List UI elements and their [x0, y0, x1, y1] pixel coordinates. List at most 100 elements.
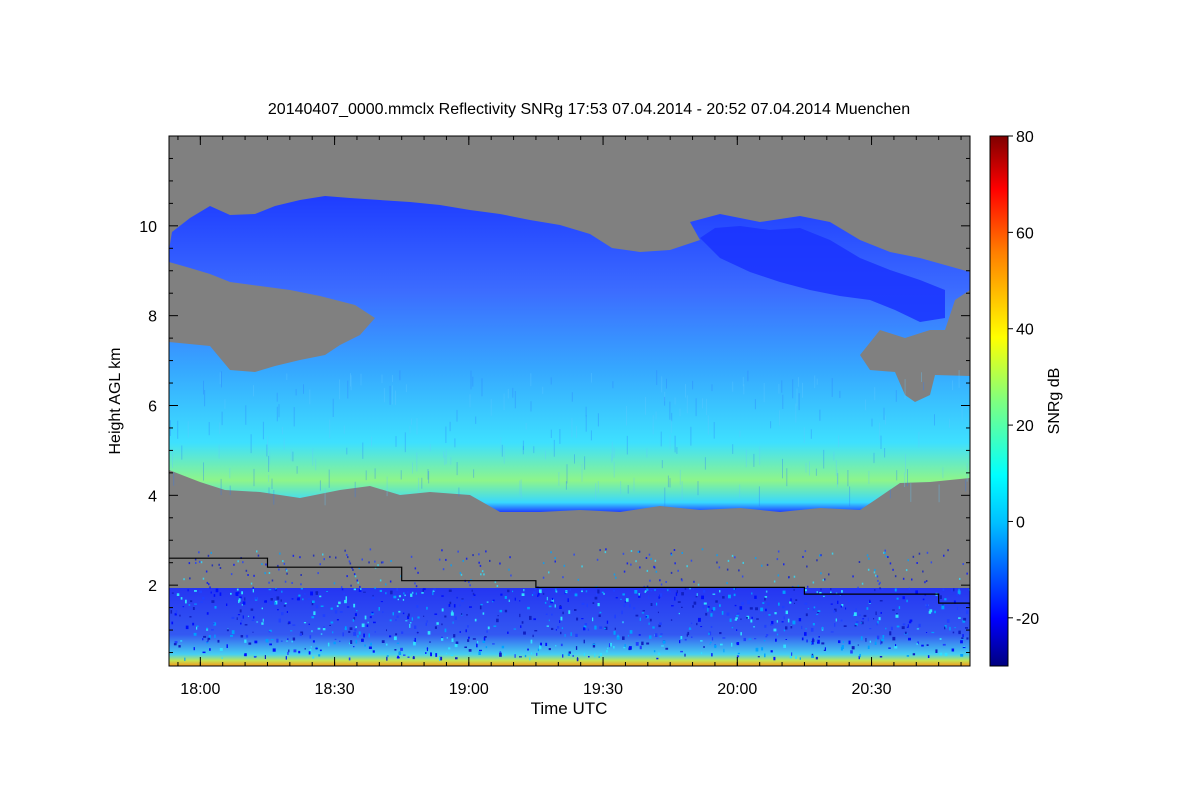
- speckle-dot: [781, 621, 784, 623]
- speckle-dot: [241, 591, 243, 595]
- speckle-dot: [596, 592, 598, 596]
- speckle-dot: [878, 617, 881, 621]
- speckle-dot: [761, 647, 764, 651]
- speckle-dot: [333, 582, 336, 585]
- colorbar: [989, 135, 1009, 667]
- speckle-dot: [485, 646, 488, 649]
- speckle-dot: [357, 581, 359, 584]
- speckle-dot: [308, 651, 311, 655]
- speckle-dot: [734, 587, 737, 590]
- speckle-dot: [554, 604, 556, 608]
- speckle-dot: [461, 598, 464, 600]
- speckle-dot: [429, 641, 431, 643]
- speckle-dot: [537, 592, 540, 596]
- speckle-dot: [665, 581, 667, 583]
- speckle-dot: [909, 619, 913, 622]
- speckle-dot: [716, 554, 718, 557]
- speckle-dot: [681, 552, 683, 554]
- speckle-dot: [604, 551, 607, 554]
- speckle-dot: [791, 652, 793, 656]
- speckle-dot: [790, 625, 793, 629]
- speckle-dot: [560, 616, 563, 621]
- speckle-dot: [417, 616, 420, 619]
- speckle-dot: [247, 574, 249, 576]
- speckle-dot: [559, 606, 562, 609]
- speckle-dot: [804, 632, 807, 636]
- speckle-dot: [311, 630, 313, 633]
- cloud-streak: [181, 445, 183, 460]
- speckle-dot: [626, 562, 629, 565]
- speckle-dot: [861, 582, 864, 585]
- cloud-streak: [339, 379, 341, 400]
- speckle-dot: [731, 642, 733, 647]
- speckle-dot: [353, 588, 356, 591]
- speckle-dot: [804, 602, 808, 605]
- speckle-dot: [315, 647, 318, 650]
- speckle-dot: [523, 631, 526, 635]
- speckle-dot: [425, 622, 427, 626]
- speckle-dot: [514, 654, 516, 658]
- speckle-dot: [952, 631, 955, 634]
- speckle-dot: [906, 626, 909, 628]
- cloud-streak: [418, 477, 420, 493]
- speckle-dot: [690, 559, 693, 562]
- speckle-dot: [236, 588, 239, 591]
- speckle-dot: [534, 588, 537, 591]
- cloud-streak: [421, 477, 423, 489]
- speckle-dot: [411, 591, 414, 594]
- speckle-dot: [567, 598, 569, 602]
- speckle-dot: [818, 636, 820, 638]
- speckle-dot: [504, 653, 506, 656]
- speckle-dot: [894, 575, 897, 578]
- speckle-dot: [581, 618, 584, 620]
- speckle-dot: [868, 557, 870, 560]
- speckle-dot: [641, 641, 644, 646]
- speckle-dot: [230, 592, 232, 595]
- speckle-dot: [206, 641, 208, 643]
- speckle-dot: [935, 649, 938, 653]
- speckle-dot: [278, 618, 281, 623]
- speckle-dot: [876, 622, 878, 626]
- speckle-dot: [456, 596, 458, 599]
- speckle-dot: [554, 560, 556, 563]
- speckle-dot: [426, 606, 428, 610]
- cloud-streak: [208, 422, 210, 436]
- speckle-dot: [353, 603, 356, 608]
- cloud-streak: [966, 463, 968, 482]
- speckle-dot: [486, 630, 488, 633]
- speckle-dot: [737, 612, 740, 614]
- speckle-dot: [240, 635, 244, 638]
- speckle-dot: [892, 568, 894, 571]
- speckle-dot: [653, 650, 656, 653]
- x-axis: 18:00 18:30 19:00 19:30 20:00 20:30: [177, 136, 962, 698]
- cloud-streak: [669, 478, 671, 488]
- cloud-streak: [374, 468, 376, 479]
- speckle-dot: [783, 629, 786, 632]
- speckle-dot: [203, 635, 207, 638]
- speckle-dot: [559, 620, 561, 623]
- speckle-dot: [726, 582, 728, 585]
- speckle-dot: [311, 601, 314, 606]
- speckle-dot: [652, 626, 655, 629]
- speckle-dot: [326, 591, 328, 592]
- speckle-dot: [244, 597, 246, 601]
- speckle-dot: [881, 588, 884, 591]
- cloud-streak: [921, 372, 922, 382]
- cloud-streak: [706, 398, 708, 415]
- cloud-streak: [595, 483, 597, 501]
- speckle-dot: [603, 592, 605, 595]
- speckle-dot: [438, 558, 441, 561]
- speckle-dot: [733, 588, 735, 590]
- speckle-dot: [344, 626, 347, 631]
- speckle-dot: [916, 643, 918, 645]
- speckle-dot: [695, 596, 698, 598]
- speckle-dot: [824, 578, 826, 581]
- speckle-dot: [465, 557, 468, 560]
- speckle-dot: [747, 600, 751, 605]
- speckle-dot: [352, 568, 354, 571]
- speckle-dot: [519, 600, 521, 602]
- cloud-streak: [732, 444, 734, 454]
- cloud-streak: [611, 453, 613, 463]
- speckle-dot: [577, 578, 580, 581]
- speckle-dot: [411, 617, 413, 621]
